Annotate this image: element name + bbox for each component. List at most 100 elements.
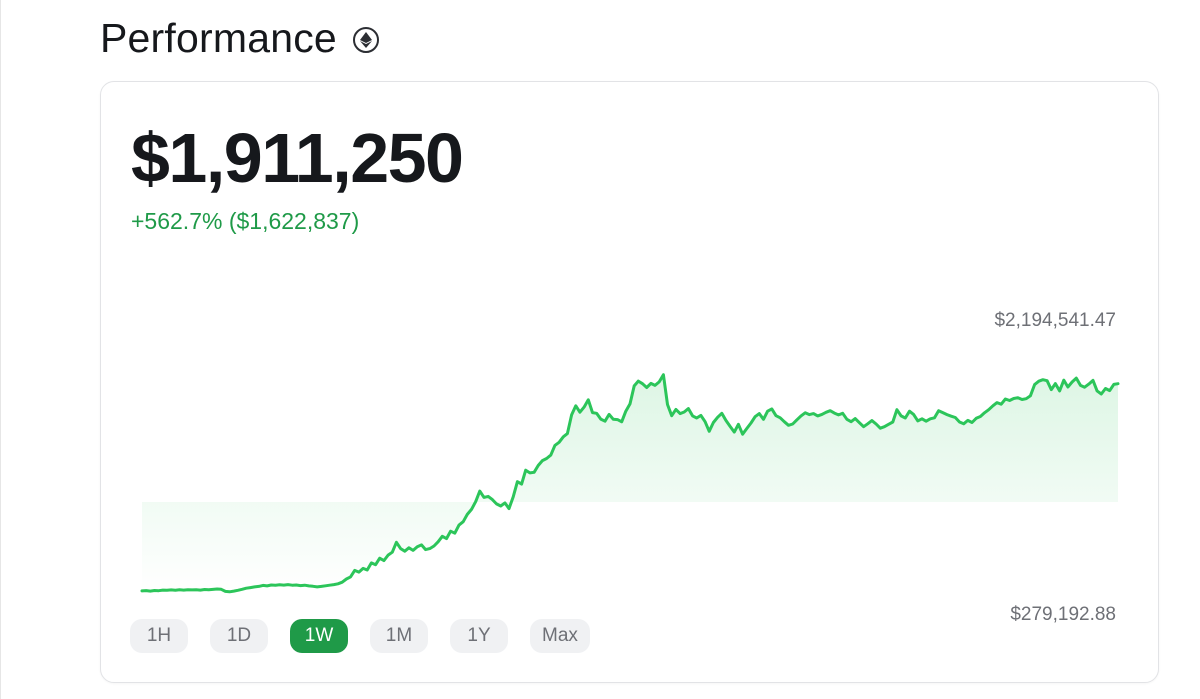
chart-low-label: $279,192.88 (1010, 604, 1116, 625)
chart-point (721, 412, 723, 414)
chart-point (404, 550, 406, 552)
chart-point (1034, 384, 1036, 386)
chart-point (988, 409, 990, 411)
chart-point (391, 551, 393, 553)
range-button-1d[interactable]: 1D (210, 619, 268, 653)
chart-series-line (140, 373, 1120, 594)
chart-point (612, 418, 614, 420)
chart-point (258, 585, 260, 587)
chart-point (942, 412, 944, 414)
chart-point (245, 587, 247, 589)
chart-point (291, 584, 293, 586)
chart-point (275, 584, 277, 586)
chart-point (1017, 397, 1019, 399)
range-button-1y[interactable]: 1Y (450, 619, 508, 653)
chart-point (329, 584, 331, 586)
chart-point (446, 538, 448, 540)
range-button-1m[interactable]: 1M (370, 619, 428, 653)
chart-point (821, 413, 823, 415)
chart-point (1038, 380, 1040, 382)
chart-point (500, 505, 502, 507)
chart-point (241, 588, 243, 590)
chart-point (1029, 395, 1031, 397)
chart-point (746, 428, 748, 430)
chart-point (754, 416, 756, 418)
chart-point (195, 589, 197, 591)
chart-point (425, 549, 427, 551)
chart-point (900, 415, 902, 417)
chart-point (441, 535, 443, 537)
chart-point (521, 483, 523, 485)
chart-point (954, 417, 956, 419)
chart-point (854, 418, 856, 420)
chart-point (979, 416, 981, 418)
ethereum-icon[interactable] (352, 27, 379, 53)
chart-point (345, 578, 347, 580)
portfolio-value: $1,911,250 (131, 119, 464, 197)
chart-point (496, 503, 498, 505)
chart-point (1109, 390, 1111, 392)
chart-point (229, 591, 231, 593)
chart-point (487, 495, 489, 497)
chart-point (946, 414, 948, 416)
chart-point (1013, 398, 1015, 400)
chart-point (508, 508, 510, 510)
chart-point (617, 419, 619, 421)
chart-point (1088, 383, 1090, 385)
chart-point (725, 419, 727, 421)
chart-point (875, 423, 877, 425)
chart-point (825, 411, 827, 413)
chart-point (621, 421, 623, 423)
left-border (0, 0, 1, 699)
chart-point (879, 427, 881, 429)
chart-point (650, 382, 652, 384)
range-button-1h[interactable]: 1H (130, 619, 188, 653)
chart-point (562, 436, 564, 438)
chart-point (1080, 384, 1082, 386)
chart-point (350, 576, 352, 578)
chart-point (266, 585, 268, 587)
chart-point (804, 412, 806, 414)
chart-point (867, 423, 869, 425)
chart-point (149, 590, 151, 592)
chart-point (750, 422, 752, 424)
chart-point (546, 458, 548, 460)
chart-point (421, 544, 423, 546)
range-button-max[interactable]: Max (530, 619, 590, 653)
chart-point (788, 424, 790, 426)
chart-point (771, 408, 773, 410)
chart-point (683, 411, 685, 413)
chart-point (437, 541, 439, 543)
chart-point (963, 423, 965, 425)
chart-point (662, 374, 664, 376)
chart-point (838, 414, 840, 416)
ethereum-glyph (359, 32, 372, 48)
chart-point (637, 380, 639, 382)
chart-point (199, 589, 201, 591)
chart-point (708, 430, 710, 432)
chart-point (416, 546, 418, 548)
chart-point (174, 589, 176, 591)
chart-point (550, 454, 552, 456)
chart-point (283, 584, 285, 586)
chart-point (700, 414, 702, 416)
chart-point (320, 585, 322, 587)
chart-point (596, 412, 598, 414)
chart-point (792, 423, 794, 425)
chart-point (1071, 381, 1073, 383)
chart-point (675, 408, 677, 410)
chart-point (308, 585, 310, 587)
chart-point (483, 496, 485, 498)
chart-point (950, 415, 952, 417)
chart-point (909, 410, 911, 412)
chart-point (341, 581, 343, 583)
chart-point (141, 590, 143, 592)
chart-point (671, 415, 673, 417)
range-button-1w[interactable]: 1W (290, 619, 348, 653)
chart-point (921, 418, 923, 420)
chart-point (1075, 377, 1077, 379)
chart-point (179, 589, 181, 591)
chart-point (304, 584, 306, 586)
performance-change: +562.7% ($1,622,837) (131, 208, 360, 234)
chart-point (587, 399, 589, 401)
